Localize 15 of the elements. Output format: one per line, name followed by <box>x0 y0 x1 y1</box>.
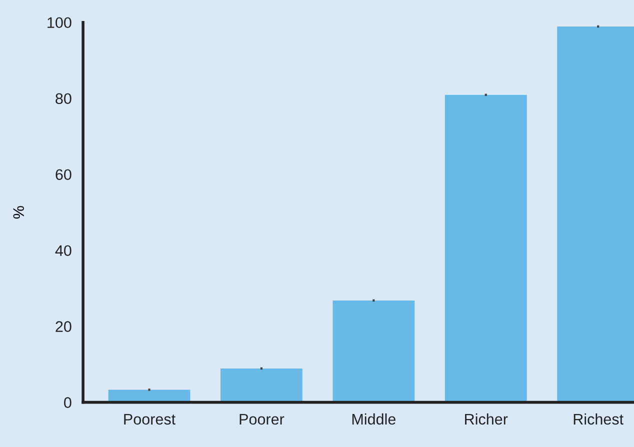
x-tick-label: Middle <box>352 413 396 425</box>
y-tick-label: 100 <box>48 17 72 28</box>
y-axis-title: % <box>13 206 24 219</box>
x-tick-label: Poorest <box>124 414 176 425</box>
bar <box>332 300 415 402</box>
y-tick-label: 20 <box>56 321 72 332</box>
y-tick-label: 80 <box>56 93 72 104</box>
bar <box>220 368 302 402</box>
x-tick-label: Poorer <box>240 414 284 425</box>
y-tick-label: 0 <box>64 397 72 408</box>
x-tick-label: Richest <box>574 413 624 425</box>
bar <box>444 94 527 402</box>
x-tick-label: Richer <box>465 413 508 425</box>
y-tick-label: 60 <box>56 169 72 180</box>
y-tick-label: 40 <box>55 245 72 256</box>
